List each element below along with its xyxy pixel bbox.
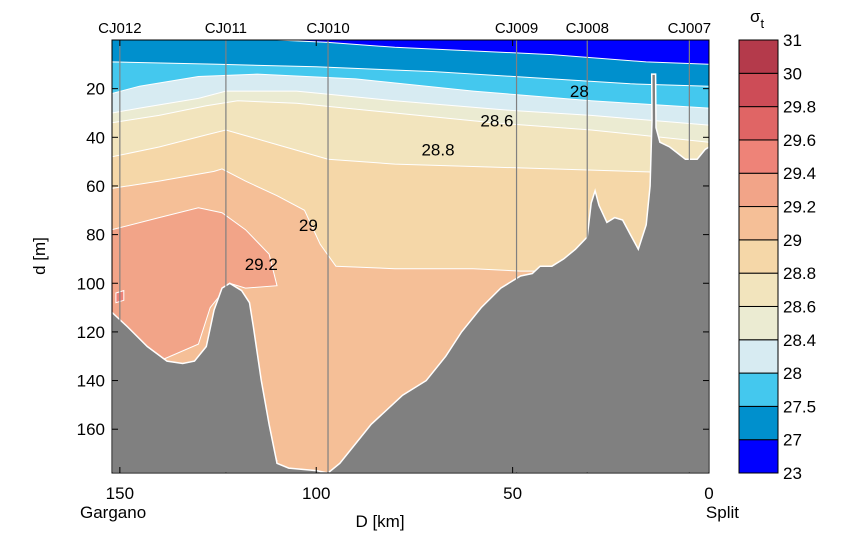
x-end-label-left: Gargano — [80, 503, 146, 522]
contour-labels: 28 28.6 28.8 29 29.2 — [245, 82, 589, 274]
y-axis-ticks: 20 40 60 80 100 120 140 160 — [77, 80, 105, 440]
axes: 150 100 50 0 20 40 60 80 100 120 140 160… — [30, 20, 739, 531]
colorbar-tick-label: 31 — [783, 31, 802, 50]
y-tick-label: 60 — [86, 177, 105, 196]
y-tick-label: 80 — [86, 226, 105, 245]
colorbar-title: σt — [750, 7, 765, 31]
contour-label: 29.2 — [245, 255, 278, 274]
contour-label: 28 — [570, 82, 589, 101]
colorbar-swatch — [738, 139, 779, 174]
colorbar-swatches — [738, 39, 779, 474]
colorbar-tick-label: 27.5 — [783, 397, 816, 416]
y-tick-label: 20 — [86, 80, 105, 99]
colorbar-tick-label: 28 — [783, 364, 802, 383]
colorbar-swatch — [738, 272, 779, 307]
y-tick-label: 140 — [77, 372, 105, 391]
station-label: CJ010 — [306, 20, 349, 37]
station-label: CJ007 — [668, 20, 711, 37]
colorbar-tick-labels: 23 27 27.5 28 28.4 28.6 28.8 29 29.2 29.… — [783, 31, 816, 483]
colorbar-swatch — [738, 372, 779, 407]
bathymetry-layer — [112, 73, 709, 473]
x-tick-label: 100 — [302, 484, 330, 503]
colorbar-swatch — [738, 305, 779, 341]
colorbar-tick-label: 28.6 — [783, 297, 816, 316]
station-label: CJ009 — [495, 20, 538, 37]
colorbar-tick-label: 23 — [783, 464, 802, 483]
station-label: CJ011 — [205, 20, 247, 37]
bathymetry — [112, 73, 709, 473]
colorbar-tick-label: 29.4 — [783, 164, 816, 183]
x-axis-label: D [km] — [355, 512, 404, 531]
plot-frame — [111, 39, 710, 474]
colorbar-tick-label: 29.8 — [783, 98, 816, 117]
colorbar-title-sigma: σ — [750, 7, 761, 26]
colorbar: 23 27 27.5 28 28.4 28.6 28.8 29 29.2 29.… — [738, 7, 816, 483]
colorbar-swatch — [738, 72, 779, 108]
y-tick-label: 120 — [77, 323, 105, 342]
x-tick-label: 50 — [503, 484, 522, 503]
station-labels: CJ012 CJ011 CJ010 CJ009 CJ008 CJ007 — [98, 20, 711, 37]
colorbar-swatch — [738, 239, 779, 274]
x-axis-ticks: 150 100 50 0 — [106, 484, 714, 503]
contour-label: 28.8 — [421, 140, 454, 159]
station-label: CJ008 — [566, 20, 609, 37]
colorbar-frame — [738, 39, 779, 474]
x-end-label-right: Split — [706, 503, 739, 522]
contour-label: 28.6 — [480, 111, 513, 130]
colorbar-tick-label: 29 — [783, 231, 802, 250]
contour-label: 29 — [299, 216, 318, 235]
y-axis-label: d [m] — [30, 237, 49, 275]
colorbar-tick-label: 28.8 — [783, 264, 816, 283]
colorbar-swatch — [738, 405, 779, 441]
colorbar-tick-label: 30 — [783, 64, 802, 83]
colorbar-tick-label: 27 — [783, 431, 802, 450]
colorbar-swatch — [738, 439, 779, 474]
colorbar-swatch — [738, 39, 779, 74]
colorbar-swatch — [738, 172, 779, 208]
station-lines — [119, 40, 690, 473]
x-tick-label: 150 — [106, 484, 134, 503]
colorbar-tick-label: 29.6 — [783, 131, 816, 150]
y-tick-label: 160 — [77, 420, 105, 439]
y-tick-label: 40 — [86, 128, 105, 147]
colorbar-tick-label: 28.4 — [783, 331, 816, 350]
station-label: CJ012 — [98, 20, 141, 37]
colorbar-swatch — [738, 339, 779, 374]
colorbar-swatch — [738, 206, 779, 241]
colorbar-tick-label: 29.2 — [783, 198, 816, 217]
y-tick-label: 100 — [77, 274, 105, 293]
colorbar-swatch — [738, 106, 779, 141]
x-tick-label: 0 — [704, 484, 713, 503]
colorbar-title-subscript: t — [761, 16, 765, 31]
